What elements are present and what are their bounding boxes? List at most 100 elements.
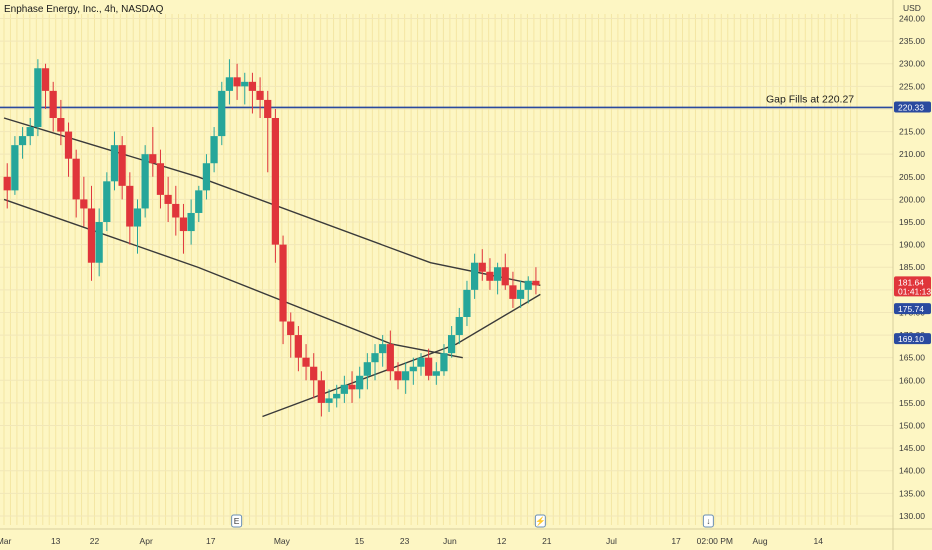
chart-title: Enphase Energy, Inc., 4h, NASDAQ <box>4 4 164 15</box>
x-tick-label: May <box>274 536 291 546</box>
candle-body <box>179 217 188 232</box>
grid-layer <box>0 14 893 525</box>
candle-body <box>225 77 234 91</box>
candle-body <box>11 145 19 191</box>
candle-body <box>424 357 433 376</box>
y-tick-label: 230.00 <box>899 59 925 69</box>
y-tick-label: 155.00 <box>899 398 925 408</box>
trendline <box>3 117 541 287</box>
x-tick-label: 17 <box>206 536 216 546</box>
price-label-countdown: 01:41:13 <box>898 286 931 296</box>
candle-body <box>325 398 333 403</box>
candle-body <box>241 81 249 87</box>
candle-body <box>133 208 142 227</box>
x-tick-label: Apr <box>140 536 153 546</box>
candle-body <box>486 271 494 281</box>
candle-body <box>95 222 103 263</box>
candle-body <box>279 244 287 322</box>
candle-body <box>156 163 165 195</box>
candle-body <box>363 362 371 376</box>
event-marker-box <box>231 514 243 528</box>
event-marker-layer: E ⚡ ↓ <box>231 514 714 528</box>
candle-body <box>394 371 402 381</box>
candle-body <box>294 335 302 358</box>
candle-body <box>287 321 295 336</box>
candle-body <box>340 384 348 394</box>
candle-body <box>463 289 471 317</box>
x-tick-label: 23 <box>400 536 410 546</box>
candle-body <box>516 289 525 299</box>
event-marker-box <box>702 514 714 528</box>
candle-body <box>87 208 96 263</box>
candle-body <box>310 366 318 381</box>
x-tick-label: 14 <box>813 536 823 546</box>
candle-body <box>172 203 180 218</box>
candle-body <box>118 145 126 186</box>
candle-body <box>386 344 394 372</box>
candle-body <box>202 163 211 191</box>
event-marker: ⚡ <box>534 514 546 528</box>
y-tick-label: 160.00 <box>899 375 925 385</box>
price-label-value: 220.33 <box>898 102 924 112</box>
candle-body <box>417 357 425 367</box>
candle-body <box>26 127 34 137</box>
y-tick-label: 215.00 <box>899 127 925 137</box>
candle-body <box>49 90 57 119</box>
candle-body <box>3 176 11 191</box>
x-tick-label: 22 <box>90 536 100 546</box>
candle-body <box>493 267 502 281</box>
price-label-box <box>894 101 931 113</box>
event-marker: E <box>231 514 243 528</box>
candle-body <box>317 380 325 403</box>
y-tick-label: 145.00 <box>899 443 925 453</box>
price-label-value: 181.64 <box>898 277 924 287</box>
candle-body <box>80 199 88 209</box>
candle-body <box>210 136 218 164</box>
annotation-text: Gap Fills at 220.27 <box>766 94 854 106</box>
price-label-box <box>894 333 931 345</box>
candle-body <box>164 194 172 204</box>
price-label-value: 169.10 <box>898 334 924 344</box>
y-tick-label: 130.00 <box>899 511 925 521</box>
x-tick-label: 21 <box>542 536 552 546</box>
candle-body <box>72 158 80 200</box>
y-tick-label: 200.00 <box>899 194 925 204</box>
price-label-box <box>894 276 931 297</box>
candle-body <box>264 99 272 119</box>
y-tick-label: 165.00 <box>899 353 925 363</box>
candle-body <box>103 181 111 223</box>
price-label: 220.33 <box>894 101 931 113</box>
x-tick-label: Jul <box>606 536 617 546</box>
y-tick-label: 205.00 <box>899 172 925 182</box>
candle-body <box>218 90 226 137</box>
candle-body <box>455 316 463 336</box>
event-marker-label: E <box>234 516 240 526</box>
y-tick-label: 140.00 <box>899 466 925 476</box>
currency-label: USD <box>903 3 921 13</box>
candle-body <box>57 118 65 132</box>
candle-body <box>509 285 517 299</box>
candle-body <box>447 335 456 354</box>
candle-body <box>149 154 157 164</box>
candle-body <box>271 118 279 245</box>
candle-body <box>333 393 341 399</box>
candle-body <box>141 154 149 209</box>
candle-body <box>233 77 241 87</box>
candle-body <box>532 280 540 286</box>
candle-body <box>440 353 448 372</box>
price-label: 169.10 <box>894 333 931 345</box>
candle-body <box>371 353 379 363</box>
x-tick-label: Aug <box>753 536 768 546</box>
candle-body <box>248 81 257 91</box>
x-tick-label: 02:00 PM <box>697 536 733 546</box>
x-tick-label: 15 <box>355 536 365 546</box>
candle-body <box>409 366 417 372</box>
candle-body <box>126 185 134 227</box>
y-tick-label: 195.00 <box>899 217 925 227</box>
x-tick-label: 12 <box>497 536 507 546</box>
candle-body <box>302 357 310 367</box>
candle-body <box>379 344 387 354</box>
